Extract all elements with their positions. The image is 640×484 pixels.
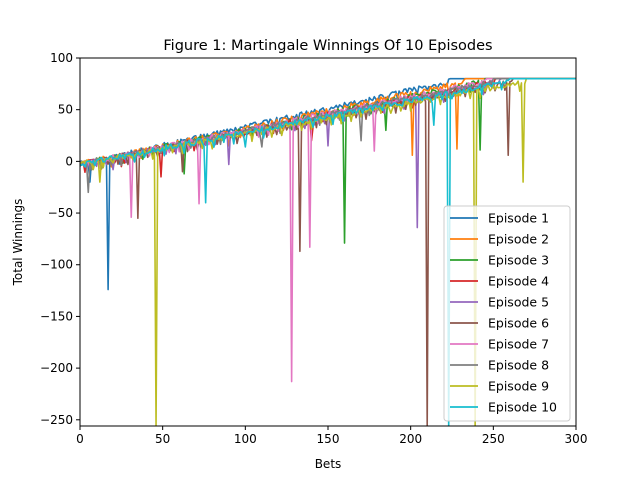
x-tick-label: 300 [565, 432, 588, 446]
x-tick-label: 0 [76, 432, 84, 446]
legend-label: Episode 7 [488, 337, 549, 352]
y-axis-label: Total Winnings [11, 199, 25, 287]
legend-label: Episode 8 [488, 358, 549, 373]
x-tick-label: 50 [155, 432, 170, 446]
series-line-episode-5 [80, 77, 576, 229]
y-tick-label: 0 [65, 154, 73, 168]
legend-label: Episode 3 [488, 253, 549, 268]
plot-frame [79, 57, 577, 427]
y-tick-label: −200 [40, 361, 73, 375]
legend-label: Episode 9 [488, 379, 549, 394]
legend-label: Episode 6 [488, 316, 549, 331]
ticks-layer: 0 50 100 150 200 250 300 −250 −200 −150 −100 −50 0 50… [40, 51, 587, 446]
x-tick-label: 250 [482, 432, 505, 446]
x-axis-label: Bets [315, 457, 342, 471]
legend: Episode 1 Episode 2 Episode 3 Episode 4 Epis… [443, 205, 571, 422]
x-tick-label: 200 [399, 432, 422, 446]
x-tick-label: 100 [234, 432, 257, 446]
y-tick-label: 50 [58, 103, 73, 117]
y-tick-label: −150 [40, 309, 73, 323]
series-layer [80, 77, 576, 426]
legend-label: Episode 2 [488, 232, 549, 247]
x-tick-label: 150 [317, 432, 340, 446]
legend-label: Episode 10 [488, 400, 557, 415]
legend-label: Episode 1 [488, 211, 549, 226]
chart-title: Figure 1: Martingale Winnings Of 10 Epis… [163, 38, 492, 54]
y-tick-label: −50 [48, 206, 73, 220]
legend-label: Episode 4 [488, 274, 549, 289]
y-tick-label: 100 [50, 51, 73, 65]
y-tick-label: −250 [40, 413, 73, 427]
y-tick-label: −100 [40, 258, 73, 272]
legend-label: Episode 5 [488, 295, 549, 310]
series-line-episode-10 [80, 77, 576, 426]
